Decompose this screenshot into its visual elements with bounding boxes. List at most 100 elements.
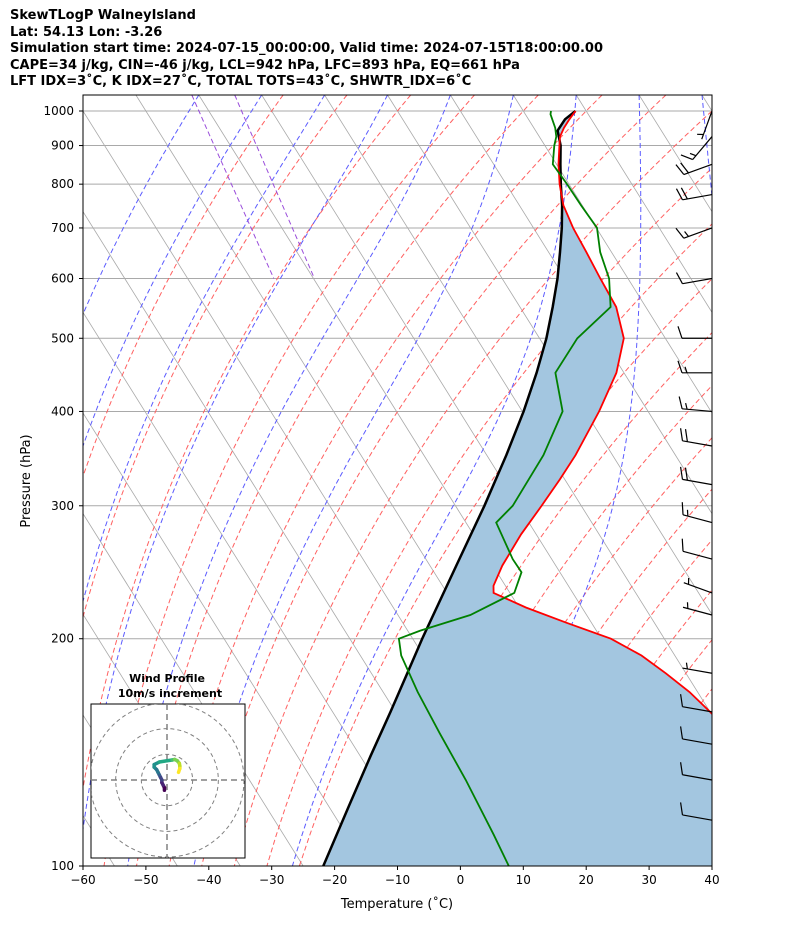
wind-barb [680,762,713,781]
y-tick-label: 900 [51,139,74,153]
moist-adiabat [193,95,514,866]
y-tick-label: 400 [51,404,74,418]
dry-adiabat [83,95,284,478]
axes: −60 −50 −40 −30 −20 −10 0 10 20 30 40 1000 900 800 700… [43,104,719,887]
dry-adiabat [396,384,712,866]
isotherm-line [324,95,712,716]
cape-line: CAPE=34 j/kg, CIN=-46 j/kg, LCL=942 hPa,… [10,57,520,73]
barb-shaft [682,277,713,285]
wind-barb [678,396,713,413]
x-tick-label: 20 [579,873,594,887]
hodograph-body [91,704,245,858]
isotherm-line [83,311,430,866]
y-tick-label: 1000 [43,104,74,118]
y-tick-label: 700 [51,221,74,235]
moist-adiabat [291,95,577,866]
barb-flag [684,467,688,481]
barb-shaft [682,440,713,447]
barb-flag [675,188,683,201]
barb-flag [680,162,689,174]
barb-half-flag [685,402,688,410]
dry-adiabat [201,95,667,866]
wind-barb [675,227,713,239]
moist-adiabat [83,95,326,604]
barb-half-flag [684,366,688,374]
dry-adiabat [83,95,412,792]
hodograph-inset: Wind Profile 10m/s increment [90,672,246,859]
hodograph-title: Wind Profile [129,672,205,685]
barb-half-flag [689,152,697,157]
wind-barb [683,578,713,594]
location-line: Lat: 54.13 Lon: -3.26 [10,24,163,40]
y-tick-label: 500 [51,331,74,345]
x-tick-label: 40 [704,873,719,887]
moist-adiabat [83,95,200,316]
chart-header: SkewTLogP WalneyIsland Lat: 54.13 Lon: -… [10,8,603,91]
parcel-profile-line [322,110,577,866]
dry-adiabat [136,95,539,866]
mixing-ratio-line [234,95,315,279]
wind-barb [682,602,713,616]
y-tick-label: 800 [51,177,74,191]
wind-barb [681,502,713,524]
wind-barb [680,694,713,713]
wind-barb [682,662,713,674]
wind-barb [675,272,713,285]
x-tick-label: −30 [259,873,284,887]
mixing-ratio-line [191,95,275,279]
index-line: LFT IDX=3˚C, K IDX=27˚C, TOTAL TOTS=43˚C… [10,74,472,89]
wind-barb [680,466,713,486]
dry-adiabat [364,331,712,866]
time-line: Simulation start time: 2024-07-15_00:00:… [10,41,603,56]
x-tick-label: −40 [196,873,221,887]
barb-half-flag [685,662,688,670]
y-tick-label: 100 [51,859,74,873]
x-tick-label: −50 [133,873,158,887]
barb-flag [680,694,684,707]
hodograph-segment [176,766,182,775]
isotherm-line [701,95,712,112]
moist-adiabat [83,95,388,833]
dry-adiabat [103,95,475,866]
barb-flag [681,502,684,515]
wind-barb [675,187,713,201]
wind-barb [697,110,713,140]
x-tick-label: −20 [322,873,347,887]
y-tick-label: 300 [51,499,74,513]
dry-adiabat [494,539,712,866]
x-tick-label: 30 [641,873,656,887]
wind-barb [680,802,713,821]
barb-flag [684,429,688,442]
wind-barb [677,326,712,339]
hodograph-subtitle: 10m/s increment [118,687,222,700]
barb-flag [680,762,684,775]
barb-flag [680,466,684,480]
sounding-profiles [322,110,712,866]
dry-adiabat [233,110,712,866]
barb-flag [680,726,684,740]
x-axis-label: Temperature (˚C) [340,896,453,912]
barb-shaft [682,738,713,745]
barb-flag [680,154,693,161]
dry-adiabat [168,95,603,866]
x-tick-label: −10 [385,873,410,887]
barb-shaft [682,706,713,713]
y-tick-label: 200 [51,632,74,646]
dry-adiabat [83,95,348,620]
dry-adiabat [461,488,712,866]
x-tick-label: 10 [516,873,531,887]
barb-flag [675,227,685,239]
barb-shaft [682,814,713,821]
barb-flag [680,187,688,200]
x-tick-label: −60 [70,873,95,887]
barb-flag [681,538,684,552]
y-axis-label: Pressure (hPa) [19,434,34,527]
barb-flag [677,326,683,339]
moist-adiabat [127,95,451,866]
barb-flag [677,360,683,374]
hodograph-frame [90,703,246,859]
y-tick-label: 600 [51,271,74,285]
wind-barb [681,538,713,560]
barb-flag [678,396,683,409]
